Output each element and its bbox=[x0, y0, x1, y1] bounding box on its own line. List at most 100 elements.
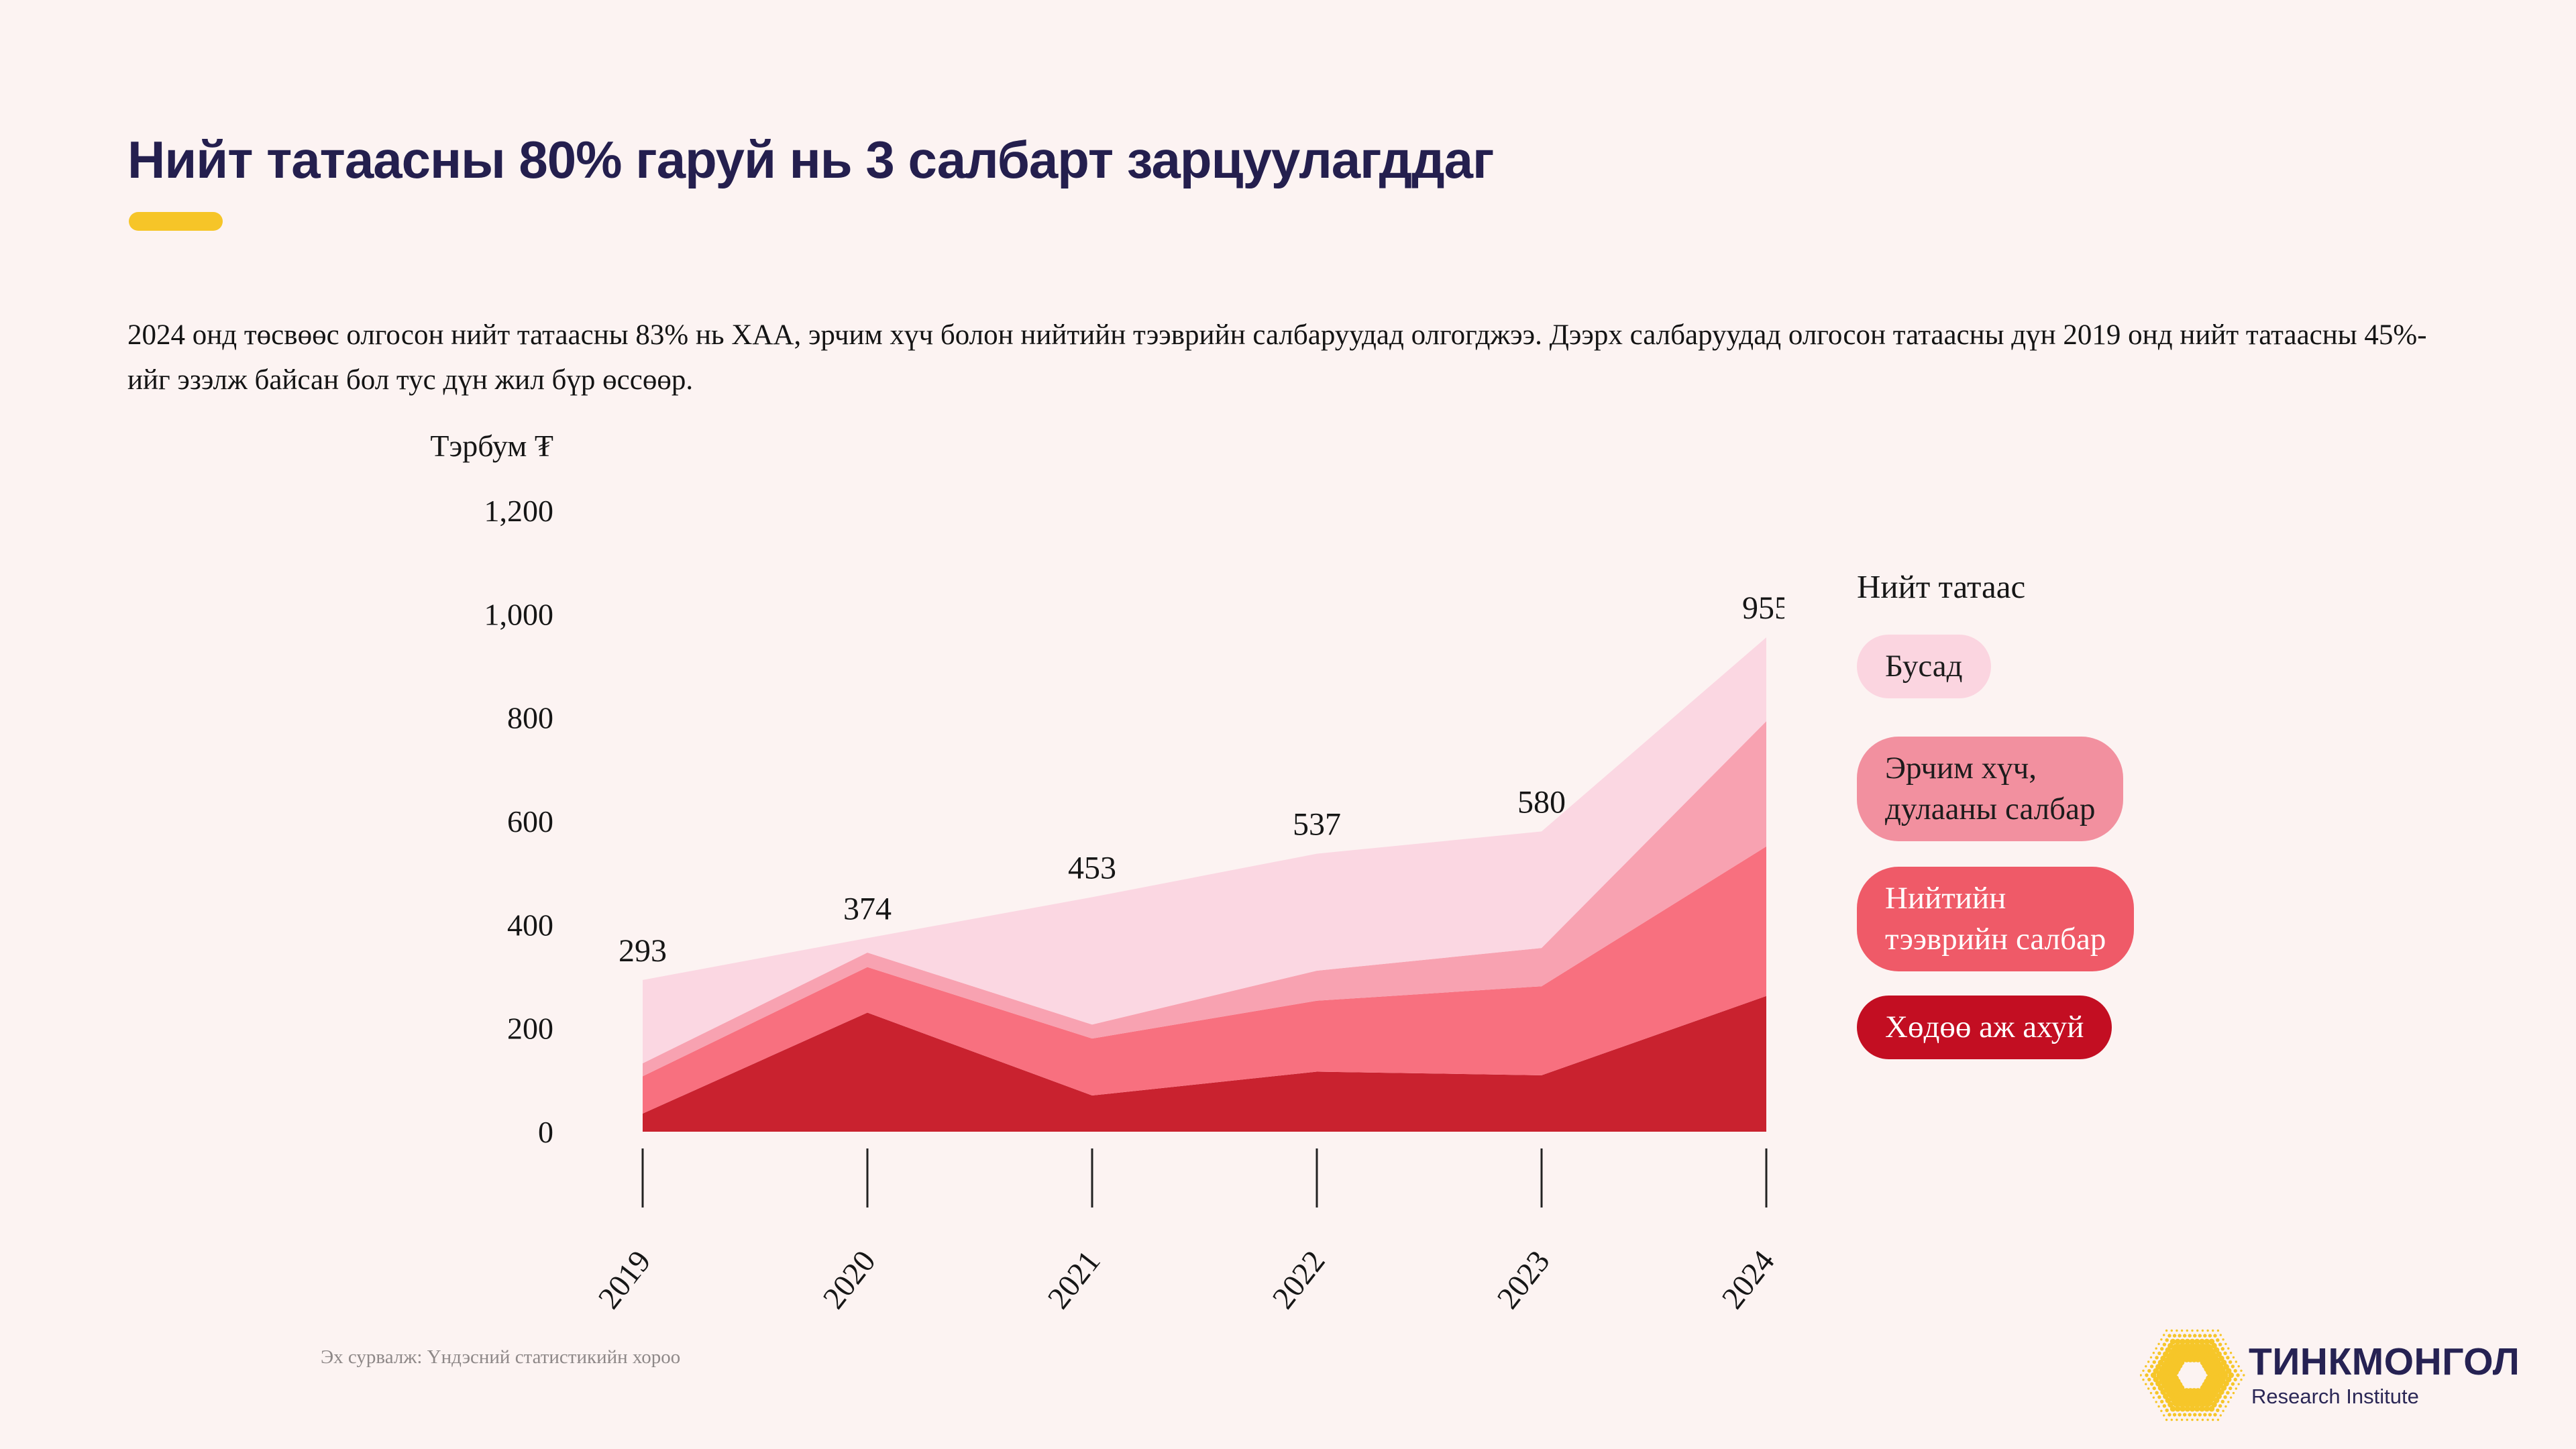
legend-item-busad: Бусад bbox=[1857, 635, 1991, 699]
logo-dot bbox=[2165, 1418, 2168, 1421]
x-tick-label: 2019 bbox=[592, 1244, 658, 1316]
logo-subtitle: Research Institute bbox=[2251, 1385, 2419, 1408]
x-tick-label: 2022 bbox=[1266, 1244, 1332, 1316]
logo-dot bbox=[2225, 1377, 2232, 1383]
logo-dot bbox=[2240, 1369, 2243, 1372]
logo-dot bbox=[2229, 1352, 2233, 1354]
area-layer bbox=[643, 846, 1766, 1114]
logo-dot bbox=[2186, 1329, 2188, 1332]
logo-dot bbox=[2160, 1347, 2164, 1351]
logo-dot bbox=[2155, 1356, 2159, 1360]
logo-dot bbox=[2157, 1385, 2164, 1391]
logo-dot bbox=[2155, 1381, 2161, 1387]
logo-dot bbox=[2206, 1368, 2213, 1376]
logo-dot bbox=[2233, 1368, 2237, 1373]
logo-dot bbox=[2191, 1418, 2194, 1421]
logo-dot bbox=[2228, 1372, 2235, 1379]
logo-dot bbox=[2203, 1334, 2207, 1338]
logo-dot bbox=[2222, 1338, 2224, 1341]
logo-dot bbox=[2231, 1382, 2235, 1386]
logo-dot bbox=[2206, 1329, 2209, 1332]
logo-dot bbox=[2160, 1399, 2164, 1403]
logo-dot bbox=[2191, 1329, 2194, 1332]
logo-dot bbox=[2169, 1405, 2176, 1412]
logo-dot bbox=[2152, 1386, 2156, 1391]
logo-dot bbox=[2178, 1413, 2182, 1417]
logo-dot bbox=[2184, 1338, 2191, 1345]
logo-dot bbox=[2163, 1393, 2169, 1399]
logo-dot bbox=[2194, 1338, 2200, 1345]
logo-dot bbox=[2183, 1334, 2187, 1338]
x-tick-label: 2020 bbox=[816, 1244, 883, 1316]
logo-dot bbox=[2193, 1413, 2197, 1417]
logo-dot bbox=[2199, 1405, 2205, 1412]
logo-dot bbox=[2155, 1401, 2157, 1403]
logo-dot bbox=[2160, 1338, 2163, 1341]
logo-dot bbox=[2226, 1356, 2230, 1360]
logo-dot bbox=[2163, 1351, 2169, 1357]
logo-dot bbox=[2194, 1405, 2200, 1412]
logo-dot bbox=[2170, 1418, 2173, 1421]
legend-item-hodoo-aj-ahui: Хөдөө аж ахуй bbox=[1857, 996, 2112, 1060]
logo-dot bbox=[2218, 1404, 2222, 1408]
logo-dot bbox=[2178, 1334, 2182, 1338]
total-data-label: 453 bbox=[1068, 850, 1116, 885]
logo-dot bbox=[2165, 1329, 2168, 1332]
logo-dot bbox=[2183, 1413, 2187, 1417]
logo-dot bbox=[2157, 1359, 2164, 1366]
logo-dot bbox=[2212, 1418, 2214, 1421]
logo-dot bbox=[2155, 1347, 2157, 1350]
logo-dot bbox=[2243, 1374, 2245, 1377]
logo-dot bbox=[2172, 1413, 2177, 1417]
logo-dot bbox=[2170, 1329, 2173, 1332]
logo-dot bbox=[2208, 1334, 2212, 1338]
logo-dot bbox=[2223, 1395, 2227, 1399]
logo-dot bbox=[2147, 1387, 2150, 1390]
title-accent-underline bbox=[129, 212, 223, 231]
total-data-label: 374 bbox=[843, 891, 892, 926]
logo-dot bbox=[2201, 1418, 2204, 1421]
logo-dot bbox=[2212, 1329, 2214, 1332]
logo-dot bbox=[2216, 1418, 2220, 1421]
logo-dot bbox=[2176, 1418, 2178, 1421]
logo-dot bbox=[2160, 1389, 2166, 1395]
logo-dot bbox=[2140, 1374, 2142, 1377]
logo-dot bbox=[2196, 1418, 2199, 1421]
logo-dot bbox=[2231, 1364, 2235, 1368]
logo-dot bbox=[2229, 1386, 2233, 1391]
logo-dot bbox=[2219, 1414, 2222, 1417]
logo-dot bbox=[2211, 1401, 2217, 1408]
logo-dot bbox=[2172, 1334, 2177, 1338]
logo-dot bbox=[2162, 1342, 2167, 1346]
logo-dot bbox=[2225, 1368, 2232, 1374]
logo-dot bbox=[2224, 1342, 2227, 1346]
logo-dot bbox=[2152, 1360, 2156, 1364]
logo-dot bbox=[2199, 1338, 2205, 1345]
total-data-label: 580 bbox=[1517, 784, 1566, 820]
logo-dot bbox=[2232, 1356, 2235, 1359]
logo-dot bbox=[2233, 1377, 2237, 1382]
logo-dot bbox=[2152, 1352, 2155, 1354]
legend-pill-niitiin-teever: Нийтийн тээврийн салбар bbox=[1857, 867, 2135, 972]
logo-dot bbox=[2204, 1338, 2210, 1345]
logo-dot bbox=[2208, 1413, 2212, 1417]
logo-dot bbox=[2220, 1385, 2227, 1391]
logo-dot bbox=[2227, 1401, 2230, 1403]
logo-dot bbox=[2165, 1338, 2169, 1342]
logo-dot bbox=[2155, 1391, 2159, 1395]
logo-dot bbox=[2167, 1413, 2171, 1417]
logo-dot bbox=[2167, 1342, 2174, 1349]
logo-dot bbox=[2149, 1382, 2154, 1386]
logo-dot bbox=[2223, 1351, 2227, 1355]
logo-dot bbox=[2204, 1405, 2210, 1412]
logo-dot bbox=[2208, 1405, 2215, 1412]
logo-dot bbox=[2218, 1342, 2222, 1346]
logo-dot bbox=[2180, 1329, 2184, 1332]
logo-dot bbox=[2147, 1360, 2150, 1363]
thinkmongol-logo: ТИНКМОНГОЛ Research Institute bbox=[2140, 1316, 2520, 1424]
y-tick-label: 1,200 bbox=[484, 494, 554, 528]
logo-dot bbox=[2157, 1405, 2160, 1408]
logo-dot bbox=[2208, 1338, 2215, 1345]
logo-dot bbox=[2175, 1338, 2181, 1345]
total-data-label: 955 bbox=[1742, 590, 1784, 626]
